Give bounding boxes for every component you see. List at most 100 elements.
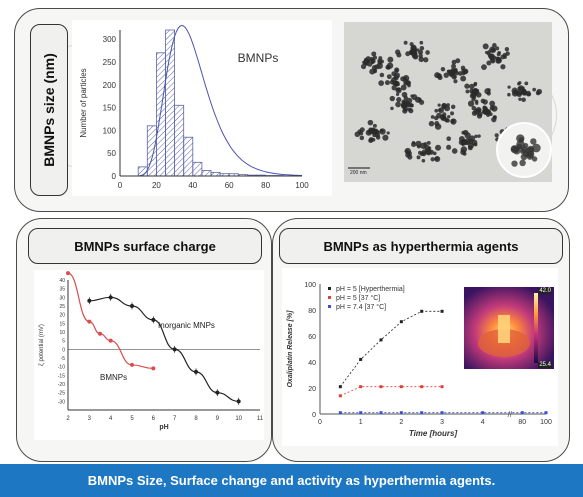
footer-caption-bar: BMNPs Size, Surface change and activity … [0,464,583,497]
nanoparticle [411,141,417,148]
size-histogram-chart: 0 20 40 60 80 100 0 50 100 150 200 250 300 Number of … [72,20,332,196]
nanoparticle [392,81,397,86]
x-tick-label: 2 [66,416,70,422]
data-point [379,338,383,342]
nanoparticle [492,43,497,48]
histogram-bar [156,52,166,177]
x-tick-label: 0 [318,419,322,426]
nanoparticle [437,103,441,107]
series-line [67,272,154,369]
data-point [420,309,424,313]
nanoparticle [411,49,417,55]
series-label-inorganic: Inorganic MNPs [158,321,215,330]
nanoparticle [400,84,407,91]
data-point [399,385,403,389]
nanoparticle [482,43,489,50]
data-point [481,411,485,415]
x-tick-label: 5 [130,416,134,422]
histogram-bar [165,29,175,177]
nanoparticle [405,152,411,158]
nanoparticle [396,87,401,92]
x-tick-label: 20 [152,181,161,190]
y-tick-label: -10 [58,365,65,371]
nanoparticle [521,89,527,95]
y-tick-label: 100 [304,282,316,289]
nanoparticle [477,108,482,113]
y-tick-label: 20 [308,386,316,393]
inset-nanoparticle [521,146,528,153]
zeta-potential-svg: 2 3 4 5 6 7 8 9 10 11 -30 -25 -20 -15 -10 -5 0 5 10 15 20 25 3… [39,271,264,431]
nanoparticle [391,71,397,77]
nanoparticle [434,121,440,127]
histogram-bar [174,104,185,177]
x-tick-label: 11 [257,416,264,422]
nanoparticle [405,51,411,57]
nanoparticle [359,135,365,141]
footer-caption: BMNPs Size, Surface change and activity … [87,473,496,488]
y-axis-label: Number of particles [79,68,88,137]
y-tick-label: -25 [58,391,65,397]
y-tick-label: 15 [59,321,65,327]
nanoparticle [386,131,390,135]
nanoparticle [370,60,375,65]
nanoparticle [359,127,365,133]
surface-charge-title-box: BMNPs surface charge [28,228,262,264]
nanoparticle [437,75,443,81]
nanoparticle [513,89,519,95]
y-tick-label: 60 [308,334,316,341]
legend-marker [328,287,331,290]
x-tick-label: 100 [295,181,309,190]
nanoparticle [403,40,408,45]
data-point [359,385,363,389]
nanoparticle [460,65,466,71]
nanoparticle [430,115,435,119]
x-tick-label: 80 [518,419,526,426]
nanoparticle [464,132,471,139]
nanoparticle [451,148,458,154]
nanoparticle [450,118,457,125]
nanoparticle [419,40,424,45]
y-tick-label: 0 [312,412,316,419]
nanoparticle [447,114,451,119]
data-point [359,357,363,361]
nanoparticle [418,150,422,155]
nanoparticle [462,152,467,156]
nanoparticle [434,155,441,162]
x-tick-label: 9 [216,416,220,422]
nanoparticle [382,134,389,141]
nanoparticle [386,65,391,70]
chart-title: BMNPs [238,51,279,65]
y-axis-label: Oxaliplatin Release [%] [287,310,294,388]
y-tick-label: 150 [103,104,117,113]
tem-micrograph-svg [344,22,552,182]
data-point [420,385,424,389]
nanoparticle [489,112,493,116]
nanoparticle [453,75,457,79]
y-tick-label: 300 [103,35,117,44]
nanoparticle [521,86,525,90]
nanoparticle [446,136,452,142]
nanoparticle [416,144,421,149]
data-point [98,331,102,336]
release-svg: // 0 1 2 3 4 80 100 0 20 40 60 80 100 Time [hours] Oxal… [287,282,552,438]
data-point [151,366,156,371]
nanoparticle [434,108,439,113]
size-histogram-svg: 0 20 40 60 80 100 0 50 100 150 200 250 300 Number of … [79,24,309,190]
y-tick-label: 250 [103,58,117,67]
nanoparticle [418,53,423,59]
nanoparticle [403,95,408,101]
nanoparticle [482,105,487,110]
sample-vial [498,315,510,343]
inset-nanoparticle [530,138,537,145]
nanoparticle [391,85,397,91]
nanoparticle [438,108,442,112]
x-tick-label: 1 [359,419,363,426]
nanoparticle [524,81,529,86]
legend-marker [328,305,331,308]
nanoparticle [432,151,437,156]
nanoparticle [409,42,414,47]
data-point [440,309,444,313]
nanoparticle [469,83,475,90]
nanoparticle [535,90,541,96]
y-tick-label: -5 [61,356,66,362]
